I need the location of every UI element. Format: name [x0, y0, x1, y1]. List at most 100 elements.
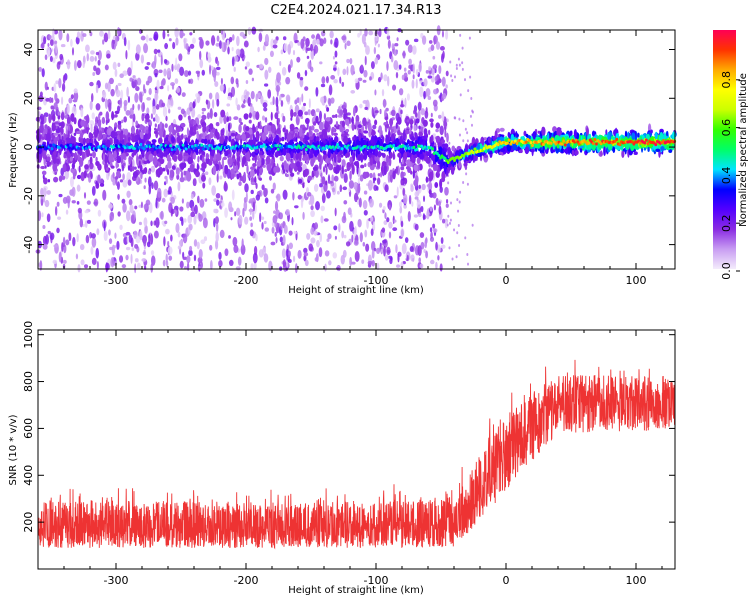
spectrogram-band-cell [316, 140, 319, 146]
spectrogram-noise-cell [199, 59, 204, 69]
spectrogram-noise-cell [181, 198, 184, 204]
spectrogram-band-cell [64, 114, 69, 119]
spectrogram-noise-cell [372, 221, 376, 230]
spectrogram-noise-cell [85, 44, 90, 53]
spectrogram-noise-cell [370, 228, 374, 237]
spectrogram-band-cell [205, 152, 210, 160]
spectrogram-noise-cell [364, 28, 368, 37]
spectrogram-band-cell [390, 133, 395, 142]
spectrogram-band-cell [637, 132, 640, 138]
spectrogram-noise-cell [129, 77, 133, 82]
spectrogram-noise-cell [469, 114, 472, 118]
spectrogram-noise-cell [123, 36, 127, 47]
spectrogram-noise-cell [174, 78, 179, 84]
spectrogram-noise-cell [141, 258, 147, 262]
spectrogram-noise-cell [62, 259, 67, 264]
spectrogram-noise-cell [268, 260, 273, 272]
spectrogram-ridge-cell [197, 145, 201, 150]
spectrogram-band-cell [647, 146, 650, 153]
spectrogram-noise-cell [382, 239, 387, 244]
spectrogram-noise-cell [231, 56, 235, 67]
spectrogram-noise-cell [91, 257, 97, 266]
spectrogram-noise-cell [91, 233, 96, 239]
spectrogram-band-cell [325, 165, 328, 175]
spectrogram-noise-cell [49, 39, 54, 46]
spectrogram-band-cell [507, 131, 511, 138]
spectrogram-band-cell [416, 151, 419, 156]
spectrogram-noise-cell [144, 225, 148, 234]
spectrogram-ridge-cell [551, 138, 555, 142]
spectrogram-noise-cell [102, 39, 105, 45]
spectrogram-noise-cell [445, 203, 449, 208]
spectrogram-noise-cell [288, 242, 294, 250]
spectrogram-band-cell [357, 124, 362, 129]
spectrogram-noise-cell [339, 184, 343, 193]
spectrogram-band-cell [58, 122, 64, 127]
spectrogram-band-cell [115, 160, 118, 169]
spectrogram-band-cell [249, 140, 255, 146]
spectrogram-noise-cell [40, 195, 44, 200]
spectrogram-noise-cell [332, 252, 338, 259]
spectrogram-noise-cell [413, 38, 419, 43]
spectrogram-ridge-cell [69, 143, 73, 147]
spectrogram-noise-cell [224, 207, 228, 218]
spectrogram-band-cell [204, 163, 207, 169]
spectrogram-noise-cell [90, 246, 94, 255]
spectrogram-band-cell [355, 114, 360, 123]
spectrogram-noise-cell [403, 72, 408, 79]
spectrogram-band-cell [197, 124, 202, 129]
spectrogram-noise-cell [71, 200, 76, 204]
spectrogram-noise-cell [294, 205, 299, 209]
spectrogram-band-cell [331, 128, 334, 136]
spectrogram-band-cell [223, 114, 227, 125]
spectrogram-noise-cell [324, 250, 330, 257]
spectrogram-noise-cell [449, 60, 452, 64]
spectrogram-band-cell [48, 113, 52, 124]
spectrogram-band-cell [322, 166, 326, 173]
colorbar-gradient [713, 30, 736, 269]
spectrogram-noise-cell [450, 74, 453, 78]
spectrogram-ridge-cell [66, 143, 70, 147]
spectrogram-noise-cell [76, 60, 82, 69]
spectrogram-noise-cell [429, 259, 435, 265]
spectrogram-band-cell [60, 111, 65, 121]
spectrogram-ridge-cell [139, 142, 143, 147]
spectrogram-ridge-cell [100, 147, 104, 151]
spectrogram-noise-cell [46, 213, 51, 223]
spectrogram-band-cell [187, 115, 191, 121]
spectrogram-band-cell [357, 183, 361, 194]
spectrogram-noise-cell [183, 38, 186, 49]
spectrogram-noise-cell [384, 116, 389, 120]
spectrogram-noise-cell [69, 176, 74, 188]
spectrogram-noise-cell [417, 213, 422, 218]
spectrogram-noise-cell [221, 202, 225, 207]
spectrogram-noise-cell [425, 106, 428, 114]
spectrogram-band-cell [523, 130, 527, 137]
spectrogram-noise-cell [408, 194, 412, 205]
spectrogram-noise-cell [255, 93, 258, 103]
spectrogram-noise-cell [76, 233, 79, 243]
spectrogram-band-cell [162, 152, 166, 157]
spectrogram-noise-cell [423, 195, 426, 202]
spectrogram-noise-cell [68, 232, 72, 242]
spectrogram-noise-cell [56, 227, 60, 234]
spectrogram-band-cell [327, 180, 333, 184]
spectrogram-noise-cell [350, 89, 356, 94]
spectrogram-noise-cell [230, 76, 235, 85]
spectrogram-noise-cell [121, 198, 126, 204]
spectrogram-noise-cell [470, 123, 473, 127]
spectrogram-noise-cell [90, 123, 93, 133]
spectrogram-noise-cell [359, 232, 363, 243]
spectrogram-band-cell [320, 142, 324, 146]
spectrogram-band-cell [119, 132, 124, 141]
spectrogram-noise-cell [122, 179, 128, 188]
colorbar-tick-label: 0.0 [720, 262, 733, 280]
spectrogram-noise-cell [445, 84, 448, 89]
spectrogram-noise-cell [153, 48, 158, 55]
spectrogram-ridge-cell [423, 145, 427, 149]
spectrogram-noise-cell [150, 233, 154, 245]
spectrogram-noise-cell [292, 191, 295, 201]
spectrogram-noise-cell [194, 204, 198, 215]
spectrogram-noise-cell [419, 86, 424, 98]
spectrogram-noise-cell [143, 237, 147, 247]
